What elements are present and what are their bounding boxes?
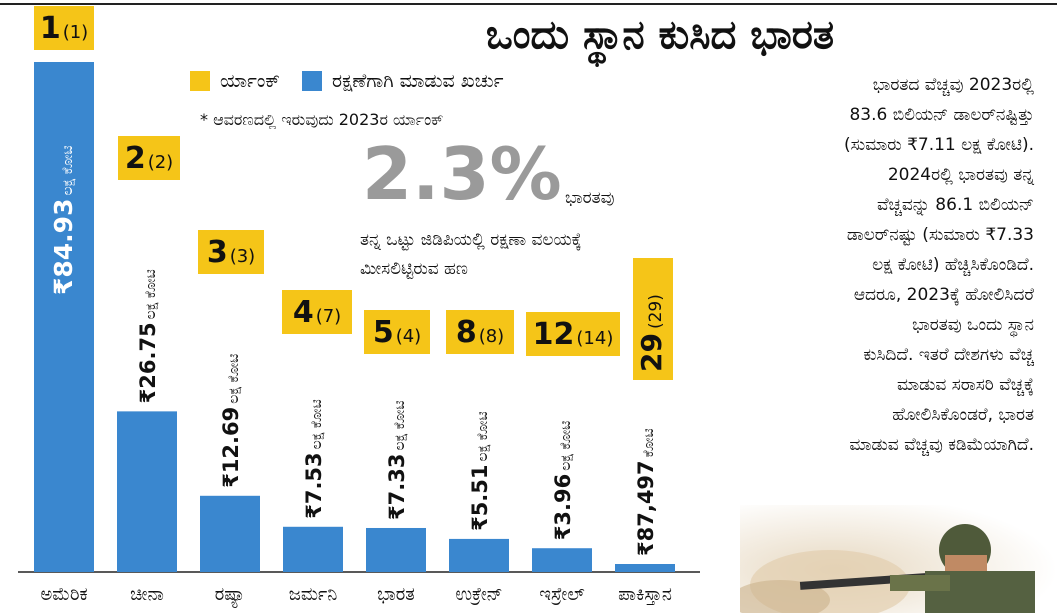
paragraph-line: ಭಾರತದ ವೆಚ್ಚವು 2023ರಲ್ಲಿ (872, 75, 1034, 95)
category-label: ಚೀನಾ (130, 584, 164, 605)
paragraph-line: (ಸುಮಾರು ₹7.11 ಲಕ್ಷ ಕೋಟಿ). (844, 135, 1034, 155)
paragraph-line: 2024ರಲ್ಲಿ ಭಾರತವು ತನ್ನ (887, 165, 1034, 185)
legend: ರ್ಯಾಂಕ್ ರಕ್ಷಣೆಗಾಗಿ ಮಾಡುವ ಖರ್ಚು (190, 70, 503, 92)
svg-text:4(7): 4 (7) (293, 295, 341, 330)
bar-0 (34, 62, 94, 572)
paragraph-line: ಹೋಲಿಸಿಕೊಂಡರೆ, ಭಾರತ (892, 405, 1034, 425)
paragraph-line: 83.6 ಬಿಲಿಯನ್ ಡಾಲರ್‌ನಷ್ಟಿತ್ತು (849, 105, 1034, 125)
india-spending-paragraph: ಭಾರತದ ವೆಚ್ಚವು 2023ರಲ್ಲಿ 83.6 ಬಿಲಿಯನ್ ಡಾಲರ… (716, 70, 1034, 460)
value-label: ₹84.93ಲಕ್ಷ ಕೋಟಿ (49, 145, 78, 295)
paragraph-line: ಆದರೂ, 2023ಕ್ಕೆ ಹೋಲಿಸಿದರೆ (853, 285, 1034, 305)
svg-text:29(29): 29(29) (635, 294, 668, 372)
category-label: ಉಕ್ರೇನ್ (455, 584, 502, 605)
rank-badge: 2 (2) (118, 136, 180, 180)
svg-text:3(3): 3 (3) (207, 235, 255, 270)
bar-6 (532, 548, 592, 572)
paragraph-line: ಮಾಡುವ ಸರಾಸರಿ ವೆಚ್ಚಕ್ಕೆ (897, 375, 1034, 395)
rank-badge: 5 (4) (364, 310, 430, 354)
svg-text:5(4): 5 (4) (373, 315, 421, 350)
bar-7 (615, 564, 675, 572)
paragraph-line: ಭಾರತವು ಒಂದು ಸ್ಥಾನ (912, 315, 1034, 335)
legend-rank-swatch (190, 71, 210, 91)
category-label: ಅಮೆರಿಕ (40, 584, 87, 605)
value-label: ₹87,497ಕೋಟಿ (634, 428, 658, 556)
category-label: ಭಾರತ (377, 584, 415, 605)
rank-note: * ಆವರಣದಲ್ಲಿ ಇರುವುದು 2023ರ ರ್ಯಾಂಕ್ (200, 110, 444, 129)
rank-badge: 8 (8) (446, 310, 514, 354)
bar-1 (117, 411, 177, 572)
legend-spend-label: ರಕ್ಷಣೆಗಾಗಿ ಮಾಡುವ ಖರ್ಚು (332, 70, 504, 92)
bar-5 (449, 538, 509, 572)
bar-2 (200, 495, 260, 572)
rank-badge: 29(29) (633, 258, 673, 380)
top-rule (0, 3, 1057, 5)
svg-text:2(2): 2 (2) (125, 141, 173, 176)
soldier-photo (740, 505, 1057, 613)
paragraph-line: ಕುಸಿದಿದೆ. ಇತರೆ ದೇಶಗಳು ವೆಚ್ಚ (863, 345, 1034, 365)
paragraph-line: ಡಾಲರ್‌ನಷ್ಟು (ಸುಮಾರು ₹7.33 (846, 225, 1034, 245)
value-label: ₹5.51ಲಕ್ಷ ಕೋಟಿ (468, 411, 492, 531)
legend-spend-swatch (302, 71, 323, 91)
svg-text:12(14): 12 (14) (533, 317, 614, 352)
gdp-share-description: ತನ್ನ ಒಟ್ಟು ಜಿಡಿಪಿಯಲ್ಲಿ ರಕ್ಷಣಾ ವಲಯಕ್ಕೆ ಮೀ… (360, 230, 582, 279)
value-label: ₹7.53ಲಕ್ಷ ಕೋಟಿ (302, 399, 326, 519)
paragraph-line: ಲಕ್ಷ ಕೋಟಿ) ಹೆಚ್ಚಿಸಿಕೊಂಡಿದೆ. (872, 255, 1034, 275)
page-title: ಒಂದು ಸ್ಥಾನ ಕುಸಿದ ಭಾರತ (485, 12, 835, 58)
legend-rank-label: ರ್ಯಾಂಕ್ (220, 70, 281, 92)
category-label: ಇಸ್ರೇಲ್ (539, 584, 584, 605)
svg-text:8(8): 8 (8) (456, 315, 504, 350)
rank-badge: 1 (1) (34, 6, 94, 50)
paragraph-line: ವೆಚ್ಚವನ್ನು 86.1 ಬಿಲಿಯನ್ (876, 195, 1034, 215)
rank-badge: 4 (7) (282, 290, 352, 334)
rank-badge: 3 (3) (198, 230, 264, 274)
bar-4 (366, 527, 426, 572)
rank-badge: 12 (14) (526, 312, 620, 356)
value-label: ₹3.96ಲಕ್ಷ ಕೋಟಿ (551, 421, 575, 541)
bar-3 (283, 526, 343, 572)
value-label: ₹7.33ಲಕ್ಷ ಕೋಟಿ (385, 400, 409, 520)
value-label: ₹26.75ಲಕ್ಷ ಕೋಟಿ (136, 269, 160, 403)
value-label: ₹12.69ಲಕ್ಷ ಕೋಟಿ (219, 354, 243, 488)
gdp-share-subject: ಭಾರತವು (565, 188, 615, 208)
paragraph-line: ಮಾಡುವ ವೆಚ್ಚವು ಕಡಿಮೆಯಾಗಿದೆ. (849, 435, 1034, 455)
category-label: ಪಾಕಿಸ್ತಾನ (618, 584, 672, 606)
svg-text:1(1): 1 (1) (40, 11, 88, 46)
gdp-share-value: 2.3% (362, 132, 562, 216)
category-label: ಜರ್ಮನಿ (289, 584, 338, 605)
category-label: ರಷ್ಯಾ (215, 584, 246, 607)
